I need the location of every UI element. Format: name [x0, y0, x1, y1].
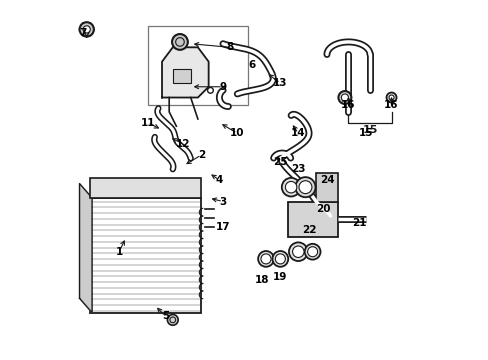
Text: 11: 11 — [140, 118, 155, 128]
Text: 15: 15 — [362, 125, 377, 135]
Circle shape — [258, 251, 273, 267]
Polygon shape — [162, 47, 208, 98]
Circle shape — [272, 251, 287, 267]
Circle shape — [386, 93, 396, 103]
Bar — [287, 202, 337, 237]
Text: 19: 19 — [273, 272, 287, 282]
Text: 6: 6 — [247, 60, 255, 70]
Circle shape — [292, 246, 304, 257]
Bar — [90, 178, 201, 198]
Text: 8: 8 — [226, 42, 233, 52]
Text: 7: 7 — [79, 28, 87, 38]
Polygon shape — [80, 23, 94, 36]
Bar — [90, 198, 201, 313]
Circle shape — [338, 91, 351, 104]
Text: 10: 10 — [230, 129, 244, 138]
Circle shape — [167, 315, 178, 325]
Text: 1: 1 — [115, 247, 122, 257]
Circle shape — [80, 22, 94, 37]
Circle shape — [281, 178, 300, 197]
Text: 5: 5 — [162, 311, 169, 321]
Circle shape — [388, 95, 393, 100]
Text: 18: 18 — [255, 275, 269, 285]
Circle shape — [83, 26, 90, 33]
Polygon shape — [80, 184, 92, 313]
Bar — [316, 173, 337, 202]
Bar — [172, 69, 190, 83]
Text: 3: 3 — [219, 197, 226, 207]
Text: 20: 20 — [316, 204, 330, 214]
Circle shape — [275, 254, 285, 264]
Text: 17: 17 — [215, 222, 230, 231]
Circle shape — [307, 247, 317, 257]
Circle shape — [285, 181, 296, 193]
Text: 4: 4 — [215, 175, 223, 185]
Text: 21: 21 — [351, 218, 366, 228]
Text: 14: 14 — [290, 129, 305, 138]
Text: 25: 25 — [273, 157, 287, 167]
Text: 16: 16 — [384, 100, 398, 110]
Circle shape — [298, 181, 311, 194]
Circle shape — [261, 254, 270, 264]
Circle shape — [304, 244, 320, 260]
Text: 15: 15 — [359, 129, 373, 138]
Text: 22: 22 — [301, 225, 316, 235]
Circle shape — [172, 34, 187, 50]
Text: 2: 2 — [198, 150, 204, 160]
Text: 23: 23 — [290, 164, 305, 174]
Text: 13: 13 — [273, 78, 287, 88]
Circle shape — [341, 94, 348, 101]
Circle shape — [288, 242, 307, 261]
Text: 12: 12 — [176, 139, 190, 149]
Text: 24: 24 — [319, 175, 334, 185]
Text: 9: 9 — [219, 82, 226, 92]
Bar — [147, 26, 247, 105]
Text: 16: 16 — [341, 100, 355, 110]
Circle shape — [295, 177, 315, 197]
